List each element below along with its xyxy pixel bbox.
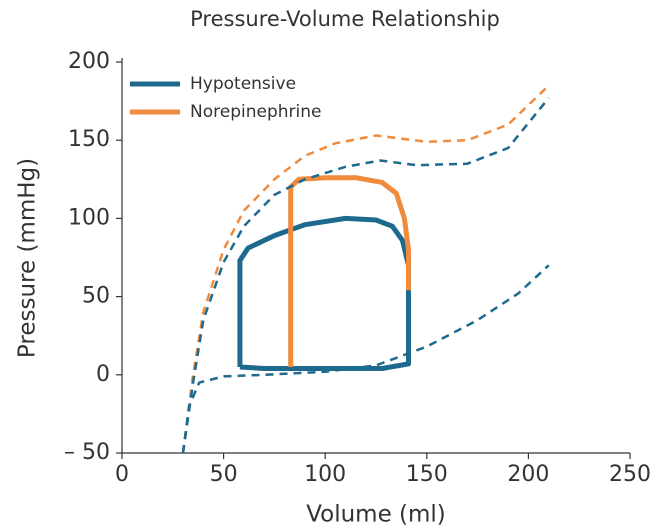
series-line — [237, 215, 411, 371]
chart-title: Pressure-Volume Relationship — [190, 7, 500, 31]
x-tick-label: 0 — [115, 462, 129, 487]
x-tick-label: 50 — [210, 462, 238, 487]
legend-label: Norepinephrine — [190, 102, 321, 122]
x-tick-label: 250 — [609, 462, 651, 487]
x-axis-label: Volume (ml) — [306, 502, 446, 528]
y-tick-label: 0 — [96, 362, 110, 387]
x-tick-label: 200 — [507, 462, 549, 487]
y-tick-label: 100 — [68, 205, 110, 230]
x-tick-label: 150 — [406, 462, 448, 487]
dashed-line — [181, 84, 550, 454]
dashed-line — [181, 97, 550, 454]
y-axis-label: Pressure (mmHg) — [15, 158, 41, 358]
y-tick-label: – 50 — [64, 440, 110, 465]
y-tick-label: 50 — [82, 284, 110, 309]
legend-label: Hypotensive — [190, 74, 296, 94]
y-tick-label: 150 — [68, 127, 110, 152]
y-tick-label: 200 — [68, 49, 110, 74]
x-tick-label: 100 — [304, 462, 346, 487]
series-line — [288, 175, 411, 367]
dashed-line — [181, 264, 550, 454]
